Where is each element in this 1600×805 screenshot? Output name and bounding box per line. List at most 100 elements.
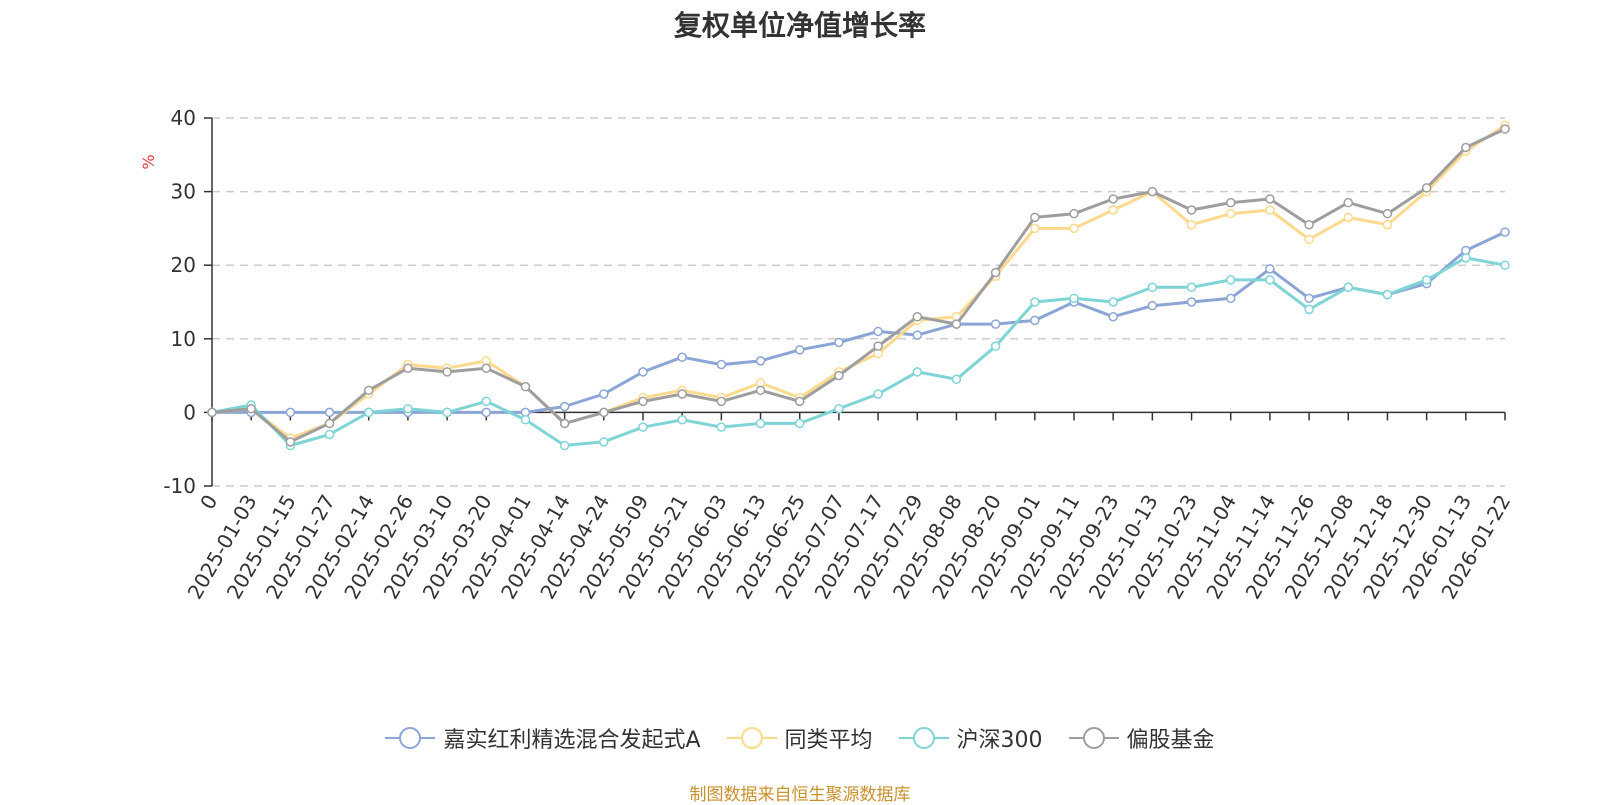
data-point (1304, 304, 1314, 315)
data-point (1461, 253, 1471, 263)
data-point (1030, 223, 1040, 234)
data-point (1500, 227, 1510, 237)
data-point (1304, 234, 1314, 245)
legend-label: 偏股基金 (1126, 728, 1215, 753)
data-point (1343, 197, 1354, 208)
data-point (403, 403, 413, 414)
data-point (873, 389, 883, 399)
data-point (1225, 293, 1236, 304)
data-point (1147, 282, 1158, 293)
data-point (1343, 212, 1354, 223)
data-point (716, 422, 727, 432)
data-point (1500, 124, 1510, 134)
data-point (363, 385, 374, 396)
legend-line-circle-icon (726, 726, 777, 750)
data-point (912, 367, 923, 377)
chart-title: 复权单位净值增长率 (673, 9, 926, 42)
data-point (755, 418, 766, 429)
data-point (951, 374, 962, 385)
data-point (912, 330, 923, 340)
series-line (211, 124, 1506, 440)
data-point (794, 418, 805, 429)
data-point (755, 385, 766, 396)
x-tick-labels: 02025-01-032025-01-152025-01-272025-02-1… (183, 490, 1516, 603)
data-point (677, 415, 687, 425)
data-point (285, 407, 296, 418)
data-point (599, 437, 609, 447)
data-point (834, 337, 844, 348)
data-point (1265, 275, 1275, 285)
data-point (1382, 289, 1393, 300)
legend-line-circle-icon (1068, 726, 1119, 750)
data-point (677, 389, 687, 399)
data-point (1186, 205, 1197, 215)
data-point (1304, 219, 1314, 230)
data-point (951, 319, 962, 329)
y-tick-label: 0 (183, 400, 196, 424)
data-point (1500, 260, 1510, 270)
data-point (912, 311, 923, 322)
y-tick-label: -10 (163, 474, 196, 498)
legend-label: 沪深300 (956, 728, 1043, 753)
legend-label: 同类平均 (784, 728, 873, 753)
data-point (873, 326, 883, 337)
legend-item[interactable]: 嘉实红利精选混合发起式A (385, 722, 701, 754)
data-point (481, 363, 492, 373)
data-point (990, 341, 1001, 351)
legend: 嘉实红利精选混合发起式A 同类平均 沪深300 偏股基金 (0, 722, 1600, 754)
y-tick-labels: -10 0 10 20 30 40 (163, 106, 196, 498)
data-point (481, 407, 492, 418)
data-point (638, 422, 648, 432)
data-point (755, 356, 766, 366)
data-point (1225, 275, 1236, 285)
data-point (1108, 297, 1118, 307)
data-point (1030, 315, 1040, 326)
data-point (1030, 297, 1040, 307)
y-tick-label: 10 (171, 327, 196, 351)
data-point (677, 352, 687, 362)
data-point (599, 389, 609, 399)
series-lines (207, 120, 1510, 451)
data-point (716, 359, 727, 370)
data-point (1304, 293, 1314, 304)
data-point (1147, 300, 1158, 311)
data-point (834, 403, 844, 414)
legend-item[interactable]: 同类平均 (726, 722, 873, 754)
data-point (1421, 183, 1432, 193)
legend-line-circle-icon (385, 726, 436, 750)
series-line (211, 256, 1506, 447)
grid-lines (212, 117, 1505, 487)
data-point (1069, 293, 1079, 304)
data-point (207, 407, 217, 418)
data-point (442, 367, 452, 377)
data-point (1186, 219, 1197, 230)
y-tick-label: 30 (171, 180, 196, 204)
data-point (520, 381, 531, 392)
data-point (834, 370, 844, 381)
legend-line-circle-icon (898, 726, 949, 750)
data-point (638, 396, 648, 407)
data-point (1382, 208, 1393, 219)
data-point (794, 345, 805, 355)
data-point (716, 396, 727, 407)
legend-label: 嘉实红利精选混合发起式A (443, 728, 701, 753)
y-tick-label: 20 (171, 253, 196, 277)
legend-item[interactable]: 沪深300 (898, 722, 1043, 754)
data-point (1461, 142, 1471, 153)
legend-item[interactable]: 偏股基金 (1068, 722, 1215, 754)
data-point (246, 403, 256, 414)
data-point (1265, 205, 1275, 215)
data-point (1225, 208, 1236, 219)
data-point (363, 407, 374, 418)
series-3 (207, 124, 1510, 447)
data-point (285, 437, 296, 447)
data-point (599, 407, 609, 418)
data-point (1265, 264, 1275, 274)
data-point (1186, 297, 1197, 307)
data-point (1108, 205, 1118, 215)
x-tick-label: 0 (195, 491, 222, 514)
series-1 (207, 120, 1510, 443)
data-point (873, 341, 883, 351)
data-point (324, 429, 335, 440)
series-2 (207, 253, 1510, 451)
